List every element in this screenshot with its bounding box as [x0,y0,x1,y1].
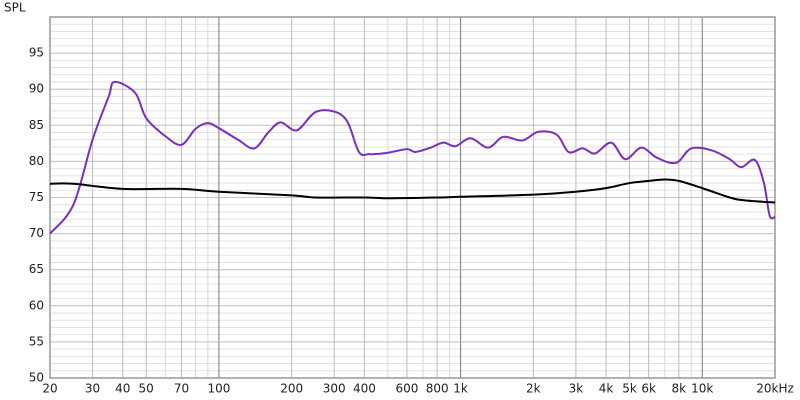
x-tick-label: 600 [396,382,419,396]
x-tick-label: 1k [453,382,468,396]
y-tick-label: 50 [29,371,44,385]
x-tick-label: 6k [641,382,656,396]
y-tick-label: 70 [29,226,44,240]
x-tick-label: 5k [622,382,637,396]
y-tick-label: 90 [29,82,44,96]
x-tick-label: 3k [569,382,584,396]
y-tick-label: 60 [29,298,44,312]
series-line [49,178,776,204]
y-tick-label: 85 [29,118,44,132]
y-tick-label: 55 [29,334,44,348]
x-tick-label: 200 [280,382,303,396]
x-tick-label: 2k [526,382,541,396]
x-tick-label: 10k [691,382,713,396]
x-tick-label: 400 [353,382,376,396]
x-tick-label: 40 [115,382,130,396]
y-tick-label: 80 [29,154,44,168]
y-axis-label: SPL [4,1,26,15]
x-tick-label: 20 [42,382,57,396]
x-tick-label: 30 [85,382,100,396]
x-tick-label: 50 [139,382,154,396]
x-tick-label: 100 [207,382,230,396]
x-tick-label: 8k [672,382,687,396]
y-tick-label: 95 [29,46,44,60]
x-tick-label: 20kHz [756,382,794,396]
x-tick-label: 300 [323,382,346,396]
x-tick-label: 800 [426,382,449,396]
x-tick-label: 4k [599,382,614,396]
series-line [49,80,776,235]
x-tick-label: 70 [174,382,189,396]
y-tick-label: 65 [29,262,44,276]
plot-border [49,16,776,379]
y-tick-label: 75 [29,190,44,204]
